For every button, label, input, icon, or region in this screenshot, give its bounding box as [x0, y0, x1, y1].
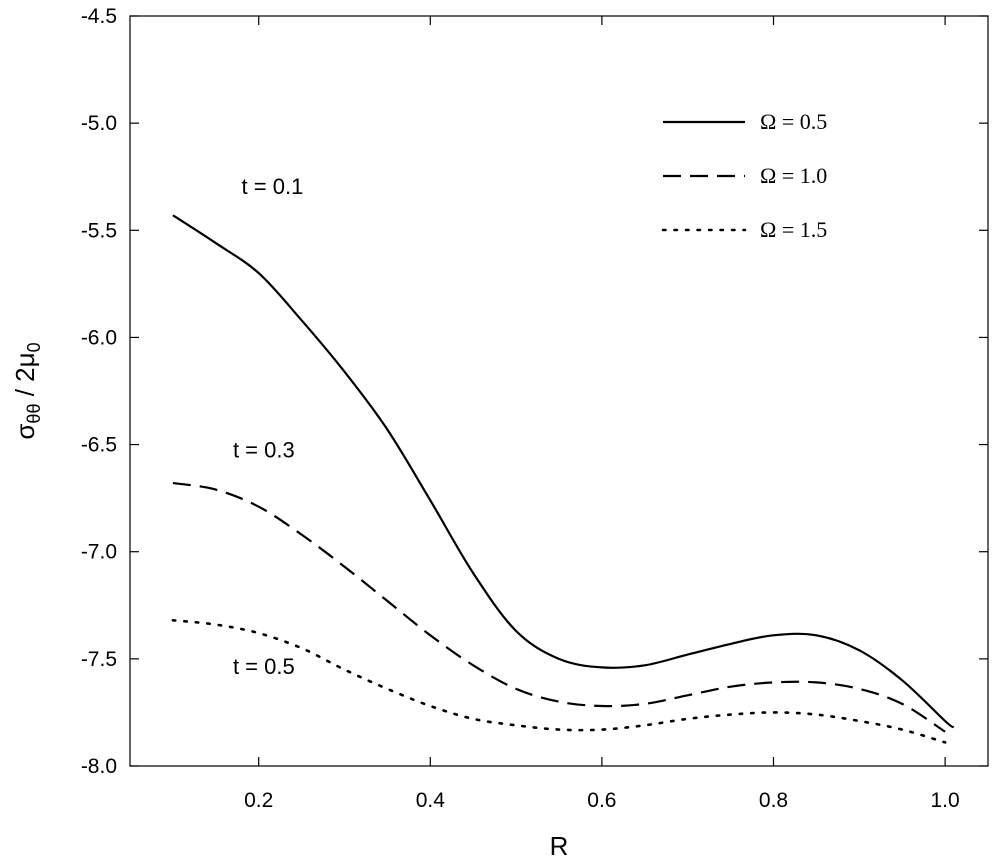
x-axis-label: R	[550, 831, 569, 861]
y-tick-label: -6.5	[81, 434, 117, 457]
x-tick-label: 0.4	[416, 789, 446, 812]
y-tick-label: -8.0	[81, 755, 117, 778]
y-tick-label: -5.5	[81, 219, 117, 242]
y-tick-label: -7.0	[81, 541, 117, 564]
y-axis-label-sub1: θθ	[24, 404, 44, 424]
x-tick-label: 1.0	[930, 789, 959, 812]
legend: Ω = 0.5 Ω = 1.0 Ω = 1.5	[661, 109, 827, 242]
annotation-label: t = 0.3	[233, 437, 295, 462]
series-line-dashed	[172, 482, 946, 733]
x-tick-label: 0.6	[587, 789, 616, 812]
series-layer	[171, 214, 955, 744]
y-tick-label: -5.0	[81, 112, 117, 135]
y-axis-label-main: σ	[10, 424, 40, 440]
y-axis-label-sub2: 0	[24, 342, 44, 352]
x-tick-label: 0.8	[759, 789, 788, 812]
y-axis: -4.5 -5.0 -5.5 -6.0 -6.5 -7.0 -7.5 -8.0	[81, 5, 988, 778]
y-tick-label: -7.5	[81, 648, 117, 671]
annotation-label: t = 0.5	[233, 654, 295, 679]
legend-label-2: Ω = 1.5	[760, 217, 827, 242]
y-axis-label-mid: / 2μ	[10, 352, 40, 403]
legend-label-0: Ω = 0.5	[760, 109, 827, 134]
series-line-dotted	[171, 619, 947, 744]
series-line-solid	[172, 214, 955, 729]
annotation-label: t = 0.1	[242, 174, 304, 199]
x-tick-label: 0.2	[244, 789, 273, 812]
y-tick-label: -4.5	[81, 5, 117, 28]
x-axis: 0.2 0.4 0.6 0.8 1.0	[244, 16, 960, 812]
legend-label-1: Ω = 1.0	[760, 163, 827, 188]
y-axis-label: σθθ / 2μ0	[10, 342, 44, 439]
y-tick-label: -6.0	[81, 326, 117, 349]
plot-frame	[129, 15, 989, 767]
annotations: t = 0.1 t = 0.3 t = 0.5	[233, 174, 303, 679]
